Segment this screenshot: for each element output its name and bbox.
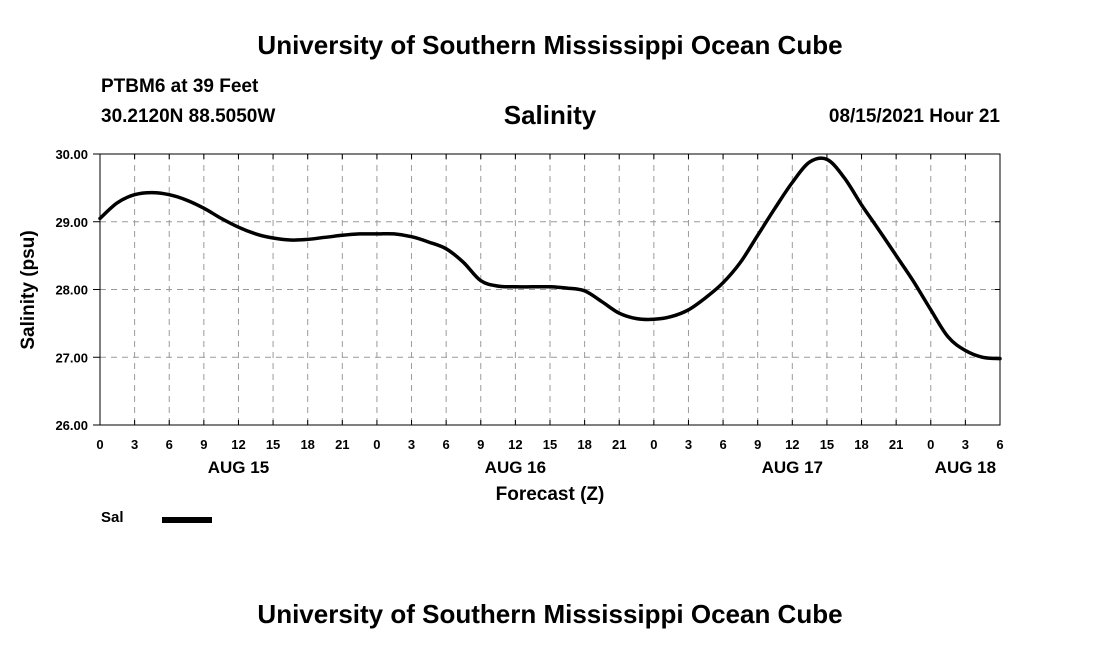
y-tick-label: 27.00	[55, 350, 88, 365]
coordinates-label: 30.2120N 88.5050W	[101, 106, 276, 127]
x-tick-label: 0	[927, 437, 934, 452]
axis-ticks	[93, 153, 1001, 426]
y-tick-label: 29.00	[55, 215, 88, 230]
grid-lines	[100, 154, 1000, 425]
x-tick-label: 9	[200, 437, 207, 452]
y-tick-label: 30.00	[55, 147, 88, 162]
x-tick-label: 15	[543, 437, 557, 452]
x-tick-label: 18	[300, 437, 314, 452]
axis-labels: 0 3 6 9 12 15 18 21 0 3 6 9 12 15 18 21 0 3 6 9 12 15 18 21 0 3 6 2…	[55, 147, 1003, 477]
legend-line-swatch	[162, 517, 212, 523]
x-tick-label: 0	[650, 437, 657, 452]
y-tick-label: 28.00	[55, 283, 88, 298]
x-axis-label: Forecast (Z)	[496, 484, 605, 505]
x-tick-label: 0	[96, 437, 103, 452]
x-tick-label: 21	[335, 437, 349, 452]
x-tick-label: 15	[820, 437, 834, 452]
y-axis-label: Salinity (psu)	[18, 230, 39, 349]
x-tick-label: 6	[719, 437, 726, 452]
x-tick-label: 12	[231, 437, 245, 452]
x-tick-label: 18	[854, 437, 868, 452]
date-label: AUG 18	[935, 458, 996, 477]
x-tick-label: 3	[962, 437, 969, 452]
x-tick-label: 3	[408, 437, 415, 452]
date-label: AUG 16	[485, 458, 546, 477]
x-tick-label: 6	[443, 437, 450, 452]
series-line-sal	[98, 156, 1002, 361]
x-tick-label: 12	[785, 437, 799, 452]
x-tick-label: 3	[685, 437, 692, 452]
x-tick-label: 3	[131, 437, 138, 452]
chart-subtitle: Salinity	[503, 100, 597, 130]
x-tick-label: 6	[166, 437, 173, 452]
legend-label: Sal	[101, 509, 124, 526]
date-label: AUG 15	[208, 458, 269, 477]
x-tick-label: 9	[477, 437, 484, 452]
footer-title: University of Southern Mississippi Ocean…	[257, 599, 843, 629]
x-tick-label: 0	[373, 437, 380, 452]
x-tick-label: 21	[612, 437, 626, 452]
forecast-datetime: 08/15/2021 Hour 21	[828, 106, 1000, 127]
y-tick-label: 26.00	[55, 418, 88, 433]
x-tick-label: 9	[754, 437, 761, 452]
x-tick-label: 15	[266, 437, 280, 452]
station-label: PTBM6 at 39 Feet	[101, 76, 259, 97]
x-tick-label: 6	[996, 437, 1003, 452]
main-title: University of Southern Mississippi Ocean…	[257, 30, 843, 60]
x-tick-label: 18	[577, 437, 591, 452]
x-tick-label: 21	[889, 437, 903, 452]
date-label: AUG 17	[762, 458, 823, 477]
x-tick-label: 12	[508, 437, 522, 452]
